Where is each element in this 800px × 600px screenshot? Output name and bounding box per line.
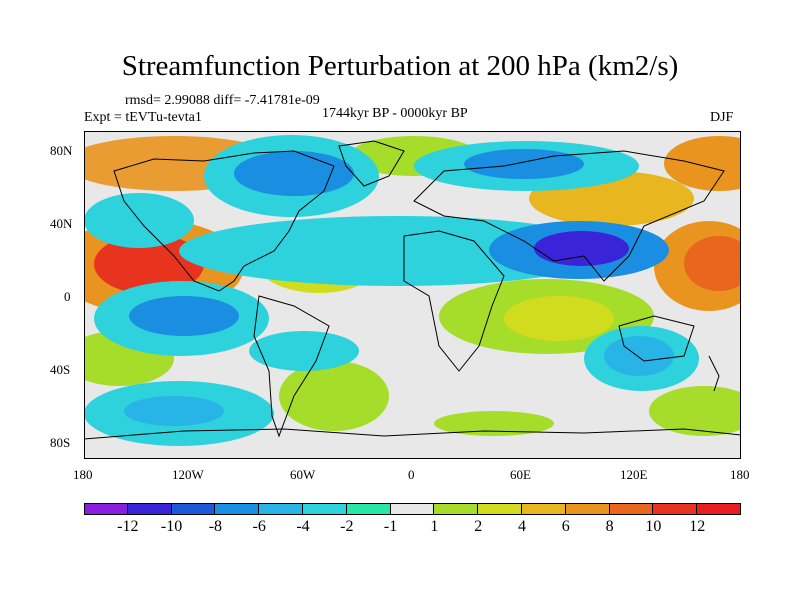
anomaly-region <box>534 231 629 266</box>
lat-tick-0: 0 <box>64 289 71 304</box>
anomaly-region <box>234 151 354 196</box>
colorbar-label: -12 <box>117 518 139 535</box>
colorbar-label: -6 <box>252 518 266 535</box>
lat-tick-40S: 40S <box>50 362 71 377</box>
map-panel <box>84 131 741 459</box>
colorbar-label: -4 <box>296 518 310 535</box>
colorbar-swatch <box>434 503 479 515</box>
colorbar-label: -2 <box>340 518 354 535</box>
anomaly-region <box>124 396 224 426</box>
colorbar-swatch <box>171 503 216 515</box>
period-label: 1744kyr BP - 0000kyr BP <box>322 106 468 121</box>
colorbar-label: -1 <box>383 518 398 535</box>
colorbar-swatch <box>84 503 128 515</box>
experiment-label: Expt = tEVTu-tevta1 <box>84 110 202 125</box>
colorbar-label: -10 <box>160 518 183 535</box>
colorbar-swatch <box>697 503 741 515</box>
lon-tick-120E: 120E <box>620 467 648 482</box>
anomaly-region <box>684 236 741 291</box>
lon-tick-120W: 120W <box>172 467 204 482</box>
colorbar-swatch <box>302 503 347 515</box>
lon-tick-180-west: 180 <box>73 467 93 482</box>
colorbar-label: 4 <box>518 518 526 535</box>
colorbar-swatch <box>215 503 260 515</box>
lat-tick-40N: 40N <box>50 216 73 231</box>
north-america-coast <box>113 150 335 292</box>
colorbar-label: 6 <box>561 518 570 535</box>
new-zealand-coast <box>708 355 720 392</box>
anomaly-region <box>129 296 239 336</box>
colorbar-label: 8 <box>605 518 614 535</box>
anomaly-region <box>464 149 584 179</box>
colorbar-swatch <box>653 503 698 515</box>
lon-tick-60W: 60W <box>290 467 316 482</box>
greenland-coast <box>338 140 405 187</box>
lon-tick-0: 0 <box>408 467 415 482</box>
colorbar-swatch <box>127 503 172 515</box>
lat-tick-80S: 80S <box>50 435 71 450</box>
anomaly-region <box>504 296 614 341</box>
colorbar-label: 2 <box>474 518 483 535</box>
colorbar-label: 10 <box>645 518 662 535</box>
colorbar <box>84 503 741 515</box>
colorbar-swatch <box>565 503 610 515</box>
colorbar-swatch <box>390 503 435 515</box>
colorbar-swatch <box>259 503 303 515</box>
colorbar-swatch <box>478 503 522 515</box>
anomaly-region <box>249 331 359 371</box>
antarctica-coast <box>84 428 741 440</box>
colorbar-label: 12 <box>689 518 706 535</box>
lat-tick-80N: 80N <box>50 143 73 158</box>
eurasia-coast <box>413 150 725 282</box>
colorbar-swatch <box>521 503 566 515</box>
season-label: DJF <box>710 110 734 125</box>
stats-label: rmsd= 2.99088 diff= -7.41781e-09 <box>125 93 320 108</box>
colorbar-label: -8 <box>208 518 223 535</box>
lon-tick-60E: 60E <box>510 467 531 482</box>
anomaly-region <box>604 336 674 376</box>
south-america-coast <box>253 295 330 438</box>
australia-coast <box>618 315 695 362</box>
anomaly-region <box>279 361 389 431</box>
map-title: Streamfunction Perturbation at 200 hPa (… <box>121 50 679 82</box>
coastline-overlay <box>84 140 741 440</box>
anomaly-region <box>649 386 741 436</box>
africa-coast <box>403 230 505 372</box>
colorbar-swatch <box>346 503 391 515</box>
colorbar-label: 1 <box>430 518 439 535</box>
lon-tick-180-east: 180 <box>730 467 750 482</box>
colorbar-swatch <box>609 503 654 515</box>
